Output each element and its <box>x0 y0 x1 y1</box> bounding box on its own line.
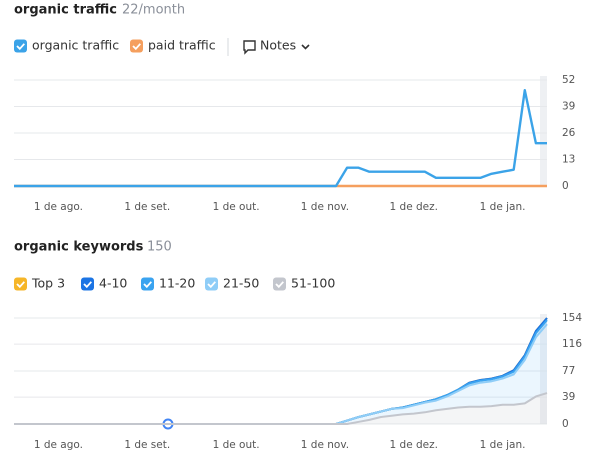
check-mark <box>132 43 141 51</box>
check-mark <box>16 281 25 289</box>
legend-checkbox[interactable] <box>130 39 143 53</box>
legend-label: 4-10 <box>99 276 127 291</box>
x-tick-label: 1 de jan. <box>480 439 526 451</box>
check-mark <box>143 281 152 289</box>
y-tick-label: 0 <box>562 418 569 430</box>
check-mark <box>83 281 92 289</box>
chart-subtitle: 22/month <box>122 3 185 18</box>
x-tick-label: 1 de nov. <box>301 439 349 451</box>
legend-label: 51-100 <box>291 276 335 291</box>
legend-label: organic traffic <box>32 38 119 53</box>
legend-label: Top 3 <box>31 276 65 291</box>
legend-checkbox[interactable] <box>81 277 94 291</box>
y-tick-label: 154 <box>562 312 582 324</box>
y-tick-label: 13 <box>562 154 575 166</box>
legend-checkbox[interactable] <box>14 39 27 53</box>
y-tick-label: 39 <box>562 391 575 403</box>
y-tick-label: 52 <box>562 74 575 86</box>
x-tick-label: 1 de out. <box>213 201 260 213</box>
x-tick-label: 1 de ago. <box>34 201 83 213</box>
check-mark <box>16 43 25 51</box>
notes-icon <box>243 40 256 55</box>
check-mark <box>207 281 216 289</box>
check-mark <box>275 281 284 289</box>
x-tick-label: 1 de ago. <box>34 439 83 451</box>
x-tick-label: 1 de set. <box>124 201 170 213</box>
series-line <box>14 392 548 425</box>
y-tick-label: 26 <box>562 127 576 139</box>
y-tick-label: 116 <box>562 338 582 350</box>
y-tick-label: 77 <box>562 365 575 377</box>
x-tick-label: 1 de nov. <box>301 201 349 213</box>
x-tick-label: 1 de dez. <box>390 439 438 451</box>
x-tick-label: 1 de set. <box>124 439 170 451</box>
legend-checkbox[interactable] <box>14 277 27 291</box>
partial-period <box>540 76 547 186</box>
y-tick-label: 39 <box>562 101 575 113</box>
notes-label[interactable]: Notes <box>260 38 296 53</box>
y-tick-label: 0 <box>562 180 569 192</box>
legend-label: paid traffic <box>148 38 216 53</box>
legend-checkbox[interactable] <box>205 277 218 291</box>
legend-label: 11-20 <box>159 276 195 291</box>
chart-title: organic keywords <box>14 240 144 255</box>
chart-subtitle: 150 <box>147 240 172 255</box>
series-line <box>14 88 547 188</box>
legend-checkbox[interactable] <box>273 277 286 291</box>
notes-button[interactable]: Notes <box>243 38 310 55</box>
partial-period <box>540 314 547 424</box>
legend-label: 21-50 <box>223 276 259 291</box>
x-tick-label: 1 de out. <box>213 439 260 451</box>
x-tick-label: 1 de dez. <box>390 201 438 213</box>
x-tick-label: 1 de jan. <box>480 201 526 213</box>
chart-title: organic traffic <box>14 3 117 18</box>
chevron <box>301 44 310 50</box>
series-area <box>14 393 547 424</box>
legend-checkbox[interactable] <box>141 277 154 291</box>
